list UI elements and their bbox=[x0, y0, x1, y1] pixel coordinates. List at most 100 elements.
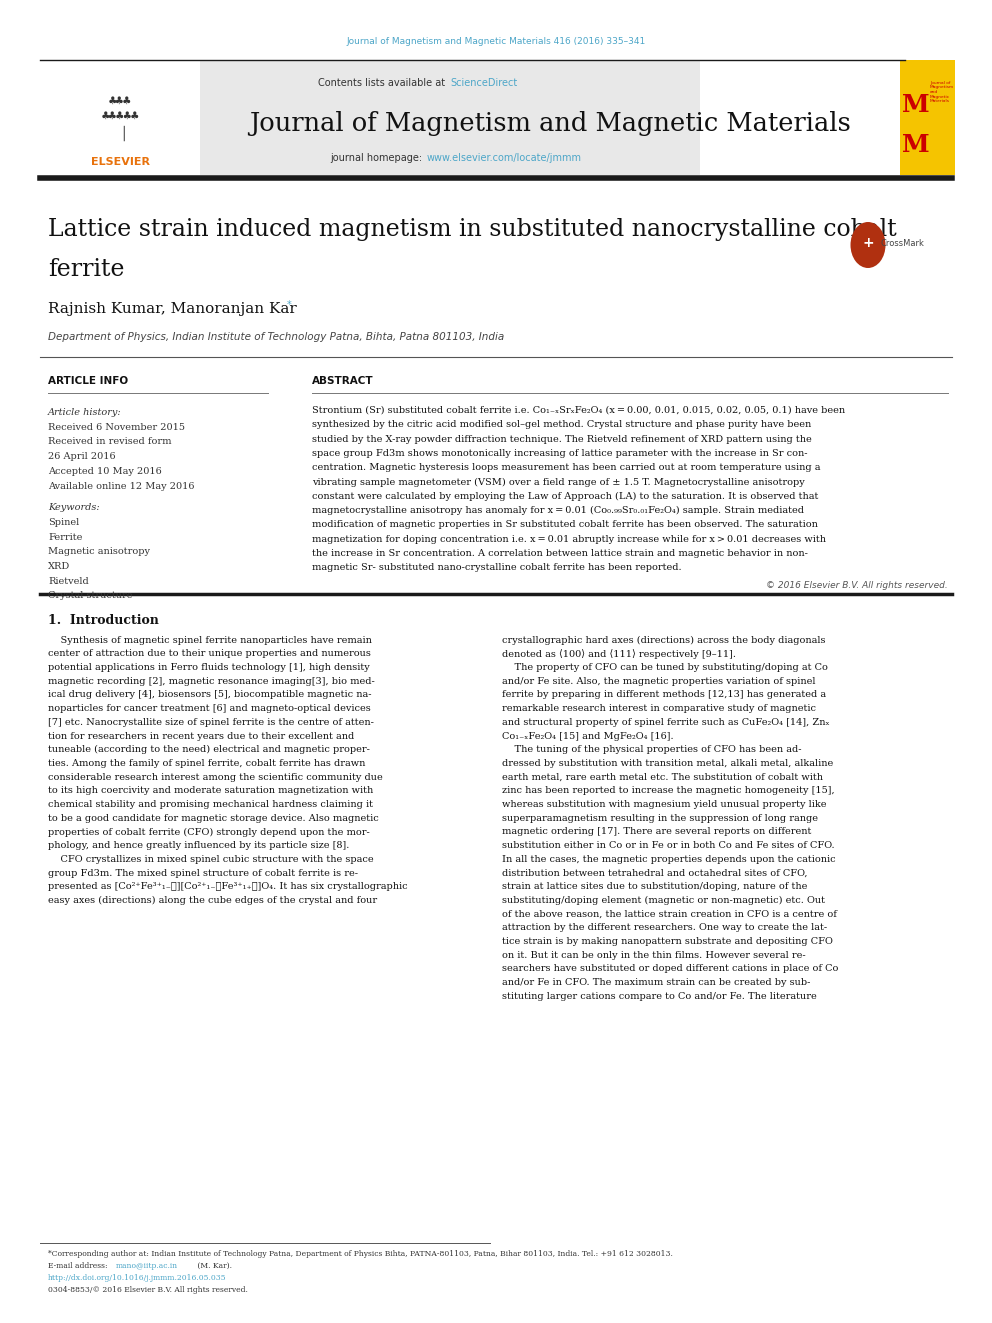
Text: M: M bbox=[902, 134, 930, 157]
Text: chemical stability and promising mechanical hardness claiming it: chemical stability and promising mechani… bbox=[48, 800, 373, 808]
Text: phology, and hence greatly influenced by its particle size [8].: phology, and hence greatly influenced by… bbox=[48, 841, 349, 851]
Text: earth metal, rare earth metal etc. The substitution of cobalt with: earth metal, rare earth metal etc. The s… bbox=[502, 773, 823, 782]
Text: magnetic recording [2], magnetic resonance imaging[3], bio med-: magnetic recording [2], magnetic resonan… bbox=[48, 676, 375, 685]
Text: ARTICLE INFO: ARTICLE INFO bbox=[48, 376, 128, 386]
Bar bbox=[40, 60, 200, 175]
Text: Article history:: Article history: bbox=[48, 407, 122, 417]
Text: substitution either in Co or in Fe or in both Co and Fe sites of CFO.: substitution either in Co or in Fe or in… bbox=[502, 841, 834, 851]
Text: 26 April 2016: 26 April 2016 bbox=[48, 452, 116, 462]
Text: vibrating sample magnetometer (VSM) over a field range of ± 1.5 T. Magnetocrysta: vibrating sample magnetometer (VSM) over… bbox=[312, 478, 805, 487]
Text: [7] etc. Nanocrystallite size of spinel ferrite is the centre of atten-: [7] etc. Nanocrystallite size of spinel … bbox=[48, 718, 374, 726]
Text: XRD: XRD bbox=[48, 562, 70, 572]
Text: Journal of Magnetism and Magnetic Materials 416 (2016) 335–341: Journal of Magnetism and Magnetic Materi… bbox=[346, 37, 646, 46]
Text: searchers have substituted or doped different cations in place of Co: searchers have substituted or doped diff… bbox=[502, 964, 838, 974]
Text: magnetization for doping concentration i.e. x = 0.01 abruptly increase while for: magnetization for doping concentration i… bbox=[312, 534, 826, 544]
Ellipse shape bbox=[850, 222, 886, 269]
Text: whereas substitution with magnesium yield unusual property like: whereas substitution with magnesium yiel… bbox=[502, 800, 826, 808]
Text: Keywords:: Keywords: bbox=[48, 503, 99, 512]
Text: The property of CFO can be tuned by substituting/doping at Co: The property of CFO can be tuned by subs… bbox=[502, 663, 828, 672]
Text: Spinel: Spinel bbox=[48, 517, 79, 527]
Text: 0304-8853/© 2016 Elsevier B.V. All rights reserved.: 0304-8853/© 2016 Elsevier B.V. All right… bbox=[48, 1286, 248, 1294]
Text: ELSEVIER: ELSEVIER bbox=[90, 157, 150, 167]
Bar bbox=[900, 60, 955, 175]
Text: CFO crystallizes in mixed spinel cubic structure with the space: CFO crystallizes in mixed spinel cubic s… bbox=[48, 855, 374, 864]
Text: *Corresponding author at: Indian Institute of Technology Patna, Department of Ph: *Corresponding author at: Indian Institu… bbox=[48, 1250, 673, 1258]
Text: attraction by the different researchers. One way to create the lat-: attraction by the different researchers.… bbox=[502, 923, 827, 933]
Text: magnetocrystalline anisotropy has anomaly for x = 0.01 (Co₀.₉₉Sr₀.₀₁Fe₂O₄) sampl: magnetocrystalline anisotropy has anomal… bbox=[312, 507, 804, 515]
Text: denoted as ⟨100⟩ and ⟨111⟩ respectively [9–11].: denoted as ⟨100⟩ and ⟨111⟩ respectively … bbox=[502, 650, 736, 659]
Text: journal homepage:: journal homepage: bbox=[329, 153, 425, 163]
Text: Available online 12 May 2016: Available online 12 May 2016 bbox=[48, 482, 194, 491]
Text: Journal of
Magnetism
and
Magnetic
Materials: Journal of Magnetism and Magnetic Materi… bbox=[930, 81, 954, 103]
Text: crystallographic hard axes (directions) across the body diagonals: crystallographic hard axes (directions) … bbox=[502, 635, 825, 644]
Text: ScienceDirect: ScienceDirect bbox=[450, 78, 517, 89]
Text: studied by the X-ray powder diffraction technique. The Rietveld refinement of XR: studied by the X-ray powder diffraction … bbox=[312, 434, 811, 443]
Text: tice strain is by making nanopattern substrate and depositing CFO: tice strain is by making nanopattern sub… bbox=[502, 937, 833, 946]
Text: Accepted 10 May 2016: Accepted 10 May 2016 bbox=[48, 467, 162, 476]
Text: strain at lattice sites due to substitution/doping, nature of the: strain at lattice sites due to substitut… bbox=[502, 882, 807, 892]
Text: space group Fd3m shows monotonically increasing of lattice parameter with the in: space group Fd3m shows monotonically inc… bbox=[312, 448, 807, 458]
Text: tuneable (according to the need) electrical and magnetic proper-: tuneable (according to the need) electri… bbox=[48, 745, 370, 754]
Text: Rajnish Kumar, Manoranjan Kar: Rajnish Kumar, Manoranjan Kar bbox=[48, 302, 297, 316]
Text: Journal of Magnetism and Magnetic Materials: Journal of Magnetism and Magnetic Materi… bbox=[249, 111, 851, 135]
Text: dressed by substitution with transition metal, alkali metal, alkaline: dressed by substitution with transition … bbox=[502, 759, 833, 767]
Text: the increase in Sr concentration. A correlation between lattice strain and magne: the increase in Sr concentration. A corr… bbox=[312, 549, 807, 558]
Text: synthesized by the citric acid modified sol–gel method. Crystal structure and ph: synthesized by the citric acid modified … bbox=[312, 421, 811, 429]
Text: tion for researchers in recent years due to their excellent and: tion for researchers in recent years due… bbox=[48, 732, 354, 741]
Text: Received in revised form: Received in revised form bbox=[48, 438, 172, 446]
Text: considerable research interest among the scientific community due: considerable research interest among the… bbox=[48, 773, 383, 782]
Text: distribution between tetrahedral and octahedral sites of CFO,: distribution between tetrahedral and oct… bbox=[502, 868, 807, 877]
Bar bbox=[200, 60, 700, 175]
Text: 1.  Introduction: 1. Introduction bbox=[48, 614, 159, 627]
Text: Lattice strain induced magnetism in substituted nanocrystalline cobalt: Lattice strain induced magnetism in subs… bbox=[48, 218, 897, 241]
Text: ferrite: ferrite bbox=[48, 258, 125, 280]
Text: mano@iitp.ac.in: mano@iitp.ac.in bbox=[116, 1262, 179, 1270]
Text: www.elsevier.com/locate/jmmm: www.elsevier.com/locate/jmmm bbox=[427, 153, 582, 163]
Text: and/or Fe site. Also, the magnetic properties variation of spinel: and/or Fe site. Also, the magnetic prope… bbox=[502, 676, 815, 685]
Text: magnetic Sr- substituted nano-crystalline cobalt ferrite has been reported.: magnetic Sr- substituted nano-crystallin… bbox=[312, 564, 682, 573]
Text: ♣♣♣
♣♣♣♣♣
 │: ♣♣♣ ♣♣♣♣♣ │ bbox=[101, 95, 139, 142]
Text: Co₁₋ₓFe₂O₄ [15] and MgFe₂O₄ [16].: Co₁₋ₓFe₂O₄ [15] and MgFe₂O₄ [16]. bbox=[502, 732, 674, 741]
Text: Crystal structure: Crystal structure bbox=[48, 591, 133, 601]
Text: M: M bbox=[902, 93, 930, 116]
Text: +: + bbox=[862, 235, 874, 250]
Text: ferrite by preparing in different methods [12,13] has generated a: ferrite by preparing in different method… bbox=[502, 691, 826, 700]
Text: Contents lists available at: Contents lists available at bbox=[317, 78, 448, 89]
Text: potential applications in Ferro fluids technology [1], high density: potential applications in Ferro fluids t… bbox=[48, 663, 370, 672]
Text: to be a good candidate for magnetic storage device. Also magnetic: to be a good candidate for magnetic stor… bbox=[48, 814, 379, 823]
Text: ical drug delivery [4], biosensors [5], biocompatible magnetic na-: ical drug delivery [4], biosensors [5], … bbox=[48, 691, 371, 700]
Text: Ferrite: Ferrite bbox=[48, 533, 82, 541]
Text: ABSTRACT: ABSTRACT bbox=[312, 376, 374, 386]
Text: (M. Kar).: (M. Kar). bbox=[195, 1262, 232, 1270]
Text: to its high coercivity and moderate saturation magnetization with: to its high coercivity and moderate satu… bbox=[48, 786, 373, 795]
Text: *: * bbox=[287, 300, 292, 310]
Text: substituting/doping element (magnetic or non-magnetic) etc. Out: substituting/doping element (magnetic or… bbox=[502, 896, 825, 905]
Text: presented as [Co²⁺Fe³⁺₁₋₞][Co²⁺₁₋₞Fe³⁺₁₊₞]O₄. It has six crystallographic: presented as [Co²⁺Fe³⁺₁₋₞][Co²⁺₁₋₞Fe³⁺₁₊… bbox=[48, 882, 408, 892]
Text: noparticles for cancer treatment [6] and magneto-optical devices: noparticles for cancer treatment [6] and… bbox=[48, 704, 371, 713]
Text: Rietveld: Rietveld bbox=[48, 577, 88, 586]
Text: superparamagnetism resulting in the suppression of long range: superparamagnetism resulting in the supp… bbox=[502, 814, 818, 823]
Text: E-mail address:: E-mail address: bbox=[48, 1262, 110, 1270]
Text: The tuning of the physical properties of CFO has been ad-: The tuning of the physical properties of… bbox=[502, 745, 802, 754]
Text: group Fd3m. The mixed spinel structure of cobalt ferrite is re-: group Fd3m. The mixed spinel structure o… bbox=[48, 868, 358, 877]
Text: Synthesis of magnetic spinel ferrite nanoparticles have remain: Synthesis of magnetic spinel ferrite nan… bbox=[48, 635, 372, 644]
Text: Received 6 November 2015: Received 6 November 2015 bbox=[48, 423, 185, 431]
Text: http://dx.doi.org/10.1016/j.jmmm.2016.05.035: http://dx.doi.org/10.1016/j.jmmm.2016.05… bbox=[48, 1274, 226, 1282]
Text: centration. Magnetic hysteresis loops measurement has been carried out at room t: centration. Magnetic hysteresis loops me… bbox=[312, 463, 820, 472]
Text: constant were calculated by employing the Law of Approach (LA) to the saturation: constant were calculated by employing th… bbox=[312, 492, 818, 501]
Text: of the above reason, the lattice strain creation in CFO is a centre of: of the above reason, the lattice strain … bbox=[502, 910, 837, 918]
Text: ties. Among the family of spinel ferrite, cobalt ferrite has drawn: ties. Among the family of spinel ferrite… bbox=[48, 759, 365, 767]
Text: and structural property of spinel ferrite such as CuFe₂O₄ [14], Znₓ: and structural property of spinel ferrit… bbox=[502, 718, 829, 726]
Text: Strontium (Sr) substituted cobalt ferrite i.e. Co₁₋ₓSrₓFe₂O₄ (x = 0.00, 0.01, 0.: Strontium (Sr) substituted cobalt ferrit… bbox=[312, 406, 845, 415]
Text: on it. But it can be only in the thin films. However several re-: on it. But it can be only in the thin fi… bbox=[502, 951, 806, 959]
Text: CrossMark: CrossMark bbox=[880, 238, 924, 247]
Text: Department of Physics, Indian Institute of Technology Patna, Bihta, Patna 801103: Department of Physics, Indian Institute … bbox=[48, 332, 504, 343]
Text: Magnetic anisotropy: Magnetic anisotropy bbox=[48, 548, 150, 556]
Text: © 2016 Elsevier B.V. All rights reserved.: © 2016 Elsevier B.V. All rights reserved… bbox=[766, 581, 948, 590]
Text: magnetic ordering [17]. There are several reports on different: magnetic ordering [17]. There are severa… bbox=[502, 827, 811, 836]
Text: modification of magnetic properties in Sr substituted cobalt ferrite has been ob: modification of magnetic properties in S… bbox=[312, 520, 817, 529]
Text: stituting larger cations compare to Co and/or Fe. The literature: stituting larger cations compare to Co a… bbox=[502, 992, 816, 1000]
Text: In all the cases, the magnetic properties depends upon the cationic: In all the cases, the magnetic propertie… bbox=[502, 855, 835, 864]
Text: remarkable research interest in comparative study of magnetic: remarkable research interest in comparat… bbox=[502, 704, 816, 713]
Text: center of attraction due to their unique properties and numerous: center of attraction due to their unique… bbox=[48, 650, 371, 659]
